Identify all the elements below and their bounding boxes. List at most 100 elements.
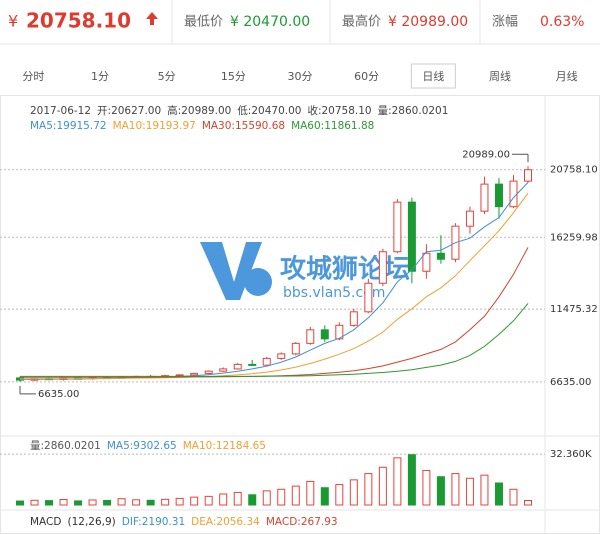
info-text: 低:20470.00 [237, 104, 301, 117]
volume-bar [465, 477, 474, 506]
volume-bar [364, 473, 373, 506]
y-tick-label: 20758.10 [550, 165, 598, 176]
volume-bar [320, 487, 329, 506]
info-text: 开:20627.00 [97, 105, 161, 117]
volume-bar [277, 488, 286, 506]
active-tab [410, 63, 456, 89]
volume-bar [262, 490, 271, 506]
volume-bar [204, 495, 213, 506]
volume-bar [248, 494, 257, 506]
tab[interactable]: 1分 [91, 70, 109, 83]
tab[interactable]: 周线 [489, 69, 511, 83]
change-value: 0.63% [540, 14, 584, 30]
candle-body [277, 353, 286, 359]
volume-legend: MA5:9302.65 [107, 440, 177, 452]
volume-bar [103, 499, 112, 506]
high-annotation: 20989.00 [462, 149, 510, 160]
candle-body [480, 183, 489, 212]
volume-bar [436, 476, 445, 506]
y-tick-label: 11475.32 [550, 304, 598, 315]
high-value: ¥ 20989.00 [388, 14, 468, 30]
volume-bar [378, 466, 387, 506]
volume-bar [16, 500, 24, 506]
macd-legend: (12,26,9) [67, 516, 115, 528]
change-label: 涨幅 [492, 15, 518, 30]
candle-body [364, 282, 373, 313]
volume-bar [291, 485, 300, 506]
candle-body [335, 324, 344, 340]
volume-bar [146, 499, 155, 506]
y-tick-label: 16259.98 [550, 232, 598, 243]
y-tick-label: 32.360K [550, 449, 592, 460]
volume-legend: 量:2860.0201 [30, 440, 101, 452]
volume-bar [422, 469, 431, 506]
info-text: 收:20758.10 [307, 104, 371, 117]
tab[interactable]: 5分 [158, 70, 176, 83]
candle-body [407, 201, 416, 272]
tab[interactable]: 30分 [288, 70, 313, 83]
candle-body [509, 180, 518, 208]
low-label: 最低价 [184, 15, 223, 30]
volume-bar [219, 493, 228, 506]
volume-bar [88, 499, 97, 506]
tab[interactable]: 60分 [354, 70, 379, 83]
low-annotation: 6635.00 [38, 389, 79, 400]
logo [200, 242, 262, 300]
candle-body [233, 363, 242, 370]
volume-bar [524, 500, 532, 506]
info-text: 高:20989.00 [167, 104, 231, 117]
volume-bar [509, 488, 518, 506]
tab[interactable]: 15分 [221, 70, 246, 83]
volume-bar [59, 499, 68, 506]
candle-body [465, 210, 474, 227]
volume-bar [349, 479, 358, 506]
watermark-url: bbs.vlan5.com [283, 285, 385, 301]
macd-legend: DIF:2190.31 [122, 516, 185, 528]
y-tick-label: 6635.00 [550, 377, 591, 388]
candle-body [320, 329, 329, 340]
volume-bar [190, 496, 199, 506]
volume-bar [233, 491, 242, 506]
candle-body [219, 368, 228, 372]
volume-bar [306, 480, 315, 506]
currency: ¥ [8, 12, 18, 31]
candle-body [524, 169, 532, 182]
ma-line [20, 303, 529, 377]
info-text: 2017-06-12 [30, 105, 91, 117]
volume-bar [161, 498, 170, 506]
tab[interactable]: 日线 [422, 69, 444, 83]
volume-bar [117, 498, 126, 506]
volume-bar [451, 473, 460, 506]
candle-body [262, 357, 271, 366]
high-label: 最高价 [342, 14, 381, 30]
volume-bar [393, 457, 402, 506]
low-value: ¥ 20470.00 [230, 14, 310, 30]
candle-body [190, 372, 199, 376]
macd-legend: MACD:267.93 [266, 516, 338, 528]
candle-body [378, 251, 387, 284]
volume-bar [494, 482, 503, 506]
legend-entry: MA60:11861.88 [291, 120, 374, 132]
volume-bar [45, 500, 54, 506]
candle-body [306, 329, 315, 344]
volume-bar [407, 454, 416, 506]
watermark-title: 攻城狮论坛 [280, 255, 410, 285]
candle-body [436, 252, 445, 260]
candle-body [291, 342, 300, 355]
legend-entry: MA10:19193.97 [113, 120, 196, 132]
legend-entry: MA30:15590.68 [202, 120, 285, 132]
volume-bar [132, 499, 141, 506]
macd-legend: DEA:2056.34 [191, 516, 260, 528]
price: 20758.10 [26, 9, 131, 33]
tab[interactable]: 月线 [556, 69, 578, 83]
tab[interactable]: 分时 [22, 70, 44, 83]
candle-body [204, 370, 213, 374]
macd-legend: MACD [30, 516, 61, 528]
candle-body [393, 201, 402, 253]
volume-bar [480, 474, 489, 506]
logo-dot [244, 268, 272, 296]
volume-bar [175, 497, 184, 506]
volume-bar [335, 484, 344, 506]
